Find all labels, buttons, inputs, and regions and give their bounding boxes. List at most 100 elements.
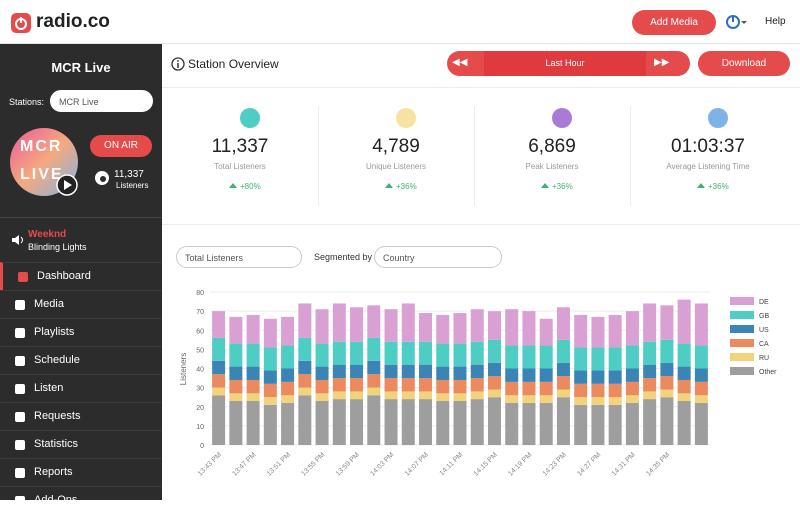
nav-item[interactable]: Statistics [0, 430, 162, 459]
bar-segment [436, 366, 450, 380]
nav-label[interactable]: Dashboard [37, 270, 91, 282]
bar-segment [539, 395, 553, 403]
bar-segment [367, 305, 381, 338]
x-tick-label: 14:31 PM [611, 451, 637, 477]
bar-segment [591, 316, 605, 348]
stat-value: 4,789 [372, 136, 420, 157]
nav-item[interactable]: Requests [0, 402, 162, 431]
bar-segment [677, 401, 691, 445]
divider [162, 224, 800, 225]
bar-segment [625, 345, 639, 369]
add-media-button[interactable]: Add Media [632, 10, 716, 35]
next-button[interactable]: ▶▶ [654, 57, 670, 68]
segmented-by-label: Segmented by [314, 252, 373, 262]
nav-icon [15, 384, 25, 394]
bar-segment [315, 379, 329, 394]
bar-segment [574, 404, 588, 445]
bar-segment [487, 362, 501, 377]
bar-segment [281, 316, 295, 346]
bar-segment [350, 378, 364, 392]
bar-segment [694, 303, 708, 346]
nav-label[interactable]: Listen [34, 382, 64, 394]
bar-segment [677, 366, 691, 380]
bar-segment [608, 383, 622, 398]
station-title: MCR Live [51, 60, 111, 75]
bar-segment [556, 307, 570, 340]
bar-segment [556, 376, 570, 390]
help-menu[interactable]: Help [765, 16, 786, 27]
play-button[interactable] [56, 174, 78, 196]
metric-select[interactable]: Total Listeners [176, 246, 302, 268]
x-tick-label: 14:07 PM [404, 451, 430, 477]
nav-label[interactable]: Statistics [34, 438, 79, 450]
stat-label: Unique Listeners [365, 162, 427, 171]
bar-segment [608, 404, 622, 445]
bar-segment [419, 341, 433, 365]
nav-label[interactable]: Playlists [34, 326, 75, 338]
sidebar: MCR Live Stations: MCR Live MCR LIVE ON … [0, 44, 162, 506]
bar-segment [505, 381, 519, 396]
legend-swatch [730, 353, 754, 361]
y-tick-label: 40 [196, 367, 204, 374]
x-tick-label: 13:43 PM [197, 451, 223, 477]
bar-segment [332, 399, 346, 445]
bar-segment [608, 314, 622, 348]
stat-change: +36% [396, 182, 417, 191]
legend-swatch [730, 311, 754, 319]
download-button[interactable]: Download [698, 51, 790, 76]
stat-icon [396, 108, 416, 128]
bar-segment [625, 402, 639, 445]
bar-segment [367, 387, 381, 396]
nav-label[interactable]: Reports [34, 466, 73, 478]
bar-segment [660, 362, 674, 377]
bar-segment [384, 309, 398, 342]
bar-segment [298, 303, 312, 338]
bar-segment [212, 374, 226, 388]
top-bar: radio.co Add Media Help [0, 0, 800, 44]
time-range[interactable]: Last Hour [545, 58, 585, 68]
bar-segment [505, 368, 519, 382]
stat-change-icon [541, 183, 549, 188]
nav-item[interactable]: Schedule [0, 346, 162, 375]
nav-label[interactable]: Media [34, 298, 64, 310]
stat-value: 01:03:37 [671, 136, 745, 157]
nav-label[interactable]: Schedule [34, 354, 80, 366]
nav-item[interactable]: Dashboard [0, 262, 162, 290]
bar-segment [263, 383, 277, 398]
nav-item[interactable]: Reports [0, 458, 162, 487]
station-select[interactable]: MCR Live [50, 90, 153, 112]
bar-segment [625, 311, 639, 346]
legend-label: Other [759, 369, 777, 376]
bar-segment [367, 337, 381, 361]
bar-segment [487, 311, 501, 340]
bar-segment [556, 397, 570, 445]
nav-item[interactable]: Media [0, 290, 162, 319]
legend-label: RU [759, 355, 769, 362]
bar-segment [263, 318, 277, 348]
nav-item[interactable]: Playlists [0, 318, 162, 347]
bar-segment [350, 391, 364, 400]
nav-item[interactable]: Listen [0, 374, 162, 403]
legend-swatch [730, 367, 754, 375]
bar-segment [419, 391, 433, 400]
power-menu[interactable] [725, 13, 747, 31]
bar-segment [643, 303, 657, 342]
on-air-button[interactable]: ON AIR [90, 135, 152, 157]
bar-segment [677, 393, 691, 402]
bar-segment [694, 395, 708, 403]
legend-swatch [730, 339, 754, 347]
bar-segment [401, 341, 415, 365]
bar-segment [246, 314, 260, 344]
nav-label[interactable]: Requests [34, 410, 81, 422]
bar-segment [694, 345, 708, 369]
segment-select[interactable]: Country [374, 246, 502, 268]
bar-segment [298, 337, 312, 361]
bar-segment [487, 339, 501, 363]
bar-segment [246, 343, 260, 367]
stat-divider [474, 106, 475, 206]
prev-button[interactable]: ◀◀ [452, 57, 468, 68]
stat-change-icon [697, 183, 705, 188]
bar-segment [229, 379, 243, 394]
bar-segment [229, 401, 243, 445]
nav-icon [15, 412, 25, 422]
